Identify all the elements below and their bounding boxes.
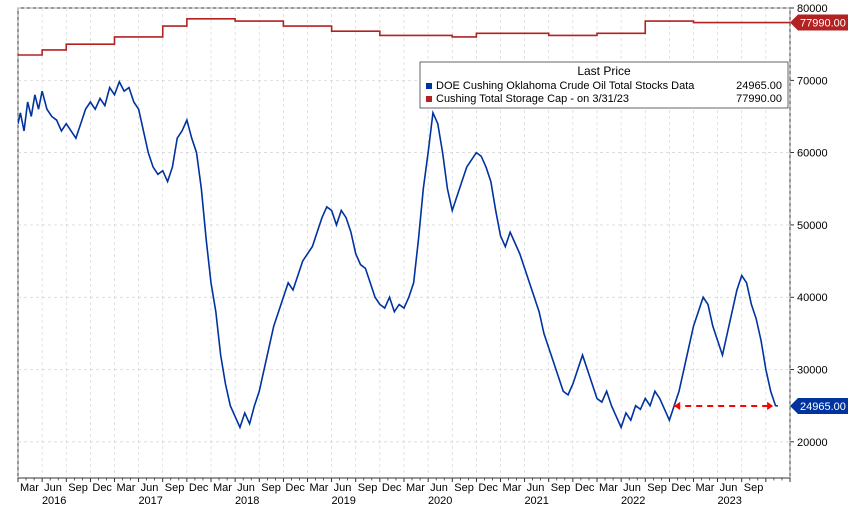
- x-year-label: 2020: [428, 495, 452, 507]
- x-year-label: 2019: [331, 495, 355, 507]
- legend-label-stocks: DOE Cushing Oklahoma Crude Oil Total Sto…: [436, 80, 695, 92]
- x-tick-label: Dec: [285, 482, 305, 494]
- x-tick-label: Jun: [623, 482, 641, 494]
- y-tick-label: 30000: [797, 365, 828, 377]
- x-tick-label: Sep: [551, 482, 571, 494]
- x-year-label: 2023: [717, 495, 741, 507]
- x-tick-label: Dec: [189, 482, 209, 494]
- x-year-label: 2022: [621, 495, 645, 507]
- x-tick-label: Jun: [334, 482, 352, 494]
- x-tick-label: Mar: [696, 482, 715, 494]
- y-tick-label: 60000: [797, 148, 828, 160]
- x-year-label: 2016: [42, 495, 66, 507]
- x-tick-label: Sep: [68, 482, 88, 494]
- x-tick-label: Mar: [213, 482, 232, 494]
- x-tick-label: Jun: [237, 482, 255, 494]
- legend-value-stocks: 24965.00: [736, 80, 782, 92]
- x-tick-label: Sep: [261, 482, 281, 494]
- flag-capacity-label: 77990.00: [800, 18, 846, 30]
- x-year-label: 2017: [138, 495, 162, 507]
- x-tick-label: Jun: [44, 482, 62, 494]
- y-tick-label: 20000: [797, 437, 828, 449]
- legend-marker-stocks: [426, 83, 432, 89]
- x-tick-label: Sep: [454, 482, 474, 494]
- legend-label-capacity: Cushing Total Storage Cap - on 3/31/23: [436, 93, 629, 105]
- x-tick-label: Mar: [310, 482, 329, 494]
- y-tick-label: 80000: [797, 3, 828, 15]
- x-tick-label: Sep: [165, 482, 185, 494]
- legend-marker-capacity: [426, 96, 432, 102]
- x-tick-label: Sep: [358, 482, 378, 494]
- x-tick-label: Jun: [720, 482, 738, 494]
- x-tick-label: Dec: [478, 482, 498, 494]
- y-tick-label: 40000: [797, 292, 828, 304]
- cushing-storage-chart: { "chart": { "type": "line", "width": 84…: [0, 0, 848, 530]
- x-tick-label: Jun: [141, 482, 159, 494]
- chart-svg: 20000 30000 40000 50000 60000 70000 80000 Mar Ju…: [0, 0, 848, 530]
- x-tick-label: Dec: [671, 482, 691, 494]
- y-tick-label: 50000: [797, 220, 828, 232]
- x-tick-label: Sep: [744, 482, 764, 494]
- x-tick-label: Mar: [503, 482, 522, 494]
- x-tick-label: Dec: [575, 482, 595, 494]
- x-tick-label: Jun: [527, 482, 545, 494]
- flag-stocks-label: 24965.00: [800, 401, 846, 413]
- x-year-label: 2018: [235, 495, 259, 507]
- x-tick-label: Mar: [406, 482, 425, 494]
- x-tick-label: Dec: [92, 482, 112, 494]
- x-tick-label: Sep: [647, 482, 667, 494]
- y-tick-label: 70000: [797, 75, 828, 87]
- x-tick-label: Dec: [382, 482, 402, 494]
- x-tick-label: Mar: [20, 482, 39, 494]
- x-year-label: 2021: [524, 495, 548, 507]
- legend-value-capacity: 77990.00: [736, 93, 782, 105]
- x-tick-label: Mar: [599, 482, 618, 494]
- legend-title: Last Price: [577, 64, 631, 78]
- x-tick-label: Jun: [430, 482, 448, 494]
- x-tick-label: Mar: [117, 482, 136, 494]
